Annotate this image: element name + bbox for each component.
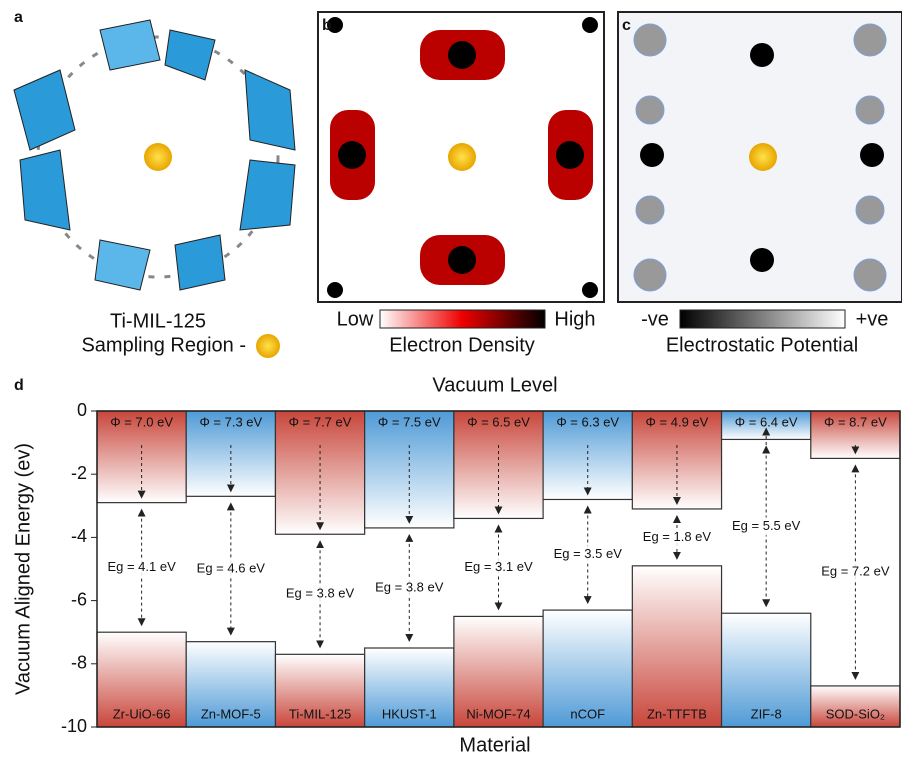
panel-label: c [622, 17, 631, 34]
caption: Ti-MIL-125 [110, 310, 206, 332]
figure: a Ti-MIL-125 Sampling Region - b Low Hig… [0, 0, 902, 759]
work-function-label: Φ = 8.7 eV [824, 414, 887, 429]
band-gap-label: Eg = 3.8 eV [286, 586, 355, 601]
colorbar [380, 310, 545, 328]
work-function-label: Φ = 6.3 eV [556, 414, 619, 429]
colorbar-high: High [554, 308, 595, 330]
x-tick-label: Ti-MIL-125 [289, 706, 351, 721]
valence-band [632, 566, 721, 727]
caption: Electrostatic Potential [666, 334, 858, 356]
conduction-band [275, 411, 364, 534]
colorbar-high: +ve [856, 308, 889, 330]
panel-b-density [318, 12, 604, 302]
panel-label: b [322, 17, 332, 34]
caption: Sampling Region - [81, 334, 246, 356]
band-gap-label: Eg = 1.8 eV [643, 529, 712, 544]
x-tick-label: Zn-TTFTB [647, 706, 707, 721]
band-gap-label: Eg = 5.5 eV [732, 518, 801, 533]
y-axis-label: Vacuum Aligned Energy (ev) [12, 443, 34, 695]
panel-label: d [14, 377, 24, 394]
y-tick-label: -6 [71, 589, 87, 609]
y-tick-label: 0 [77, 400, 87, 420]
y-tick-label: -2 [71, 463, 87, 483]
panel-c-potential [618, 12, 902, 302]
panel-label: a [14, 9, 23, 26]
sampling-icon [256, 334, 280, 358]
x-tick-label: SOD-SiO₂ [826, 706, 885, 721]
work-function-label: Φ = 7.0 eV [110, 414, 173, 429]
band-gap-label: Eg = 7.2 eV [821, 564, 890, 579]
x-axis-label: Material [459, 734, 530, 756]
x-tick-label: ZIF-8 [751, 706, 782, 721]
work-function-label: Φ = 7.3 eV [199, 414, 262, 429]
x-tick-label: nCOF [570, 706, 605, 721]
work-function-label: Φ = 6.4 eV [735, 414, 798, 429]
work-function-label: Φ = 7.7 eV [289, 414, 352, 429]
band-gap-label: Eg = 3.1 eV [464, 559, 533, 574]
y-tick-label: -10 [61, 716, 87, 736]
x-tick-label: HKUST-1 [382, 706, 437, 721]
colorbar-low: -ve [641, 308, 669, 330]
colorbar [680, 310, 845, 328]
work-function-label: Φ = 7.5 eV [378, 414, 441, 429]
x-tick-label: Zr-UiO-66 [113, 706, 171, 721]
caption: Electron Density [389, 334, 535, 356]
band-gap-label: Eg = 4.1 eV [107, 559, 176, 574]
x-tick-label: Zn-MOF-5 [201, 706, 261, 721]
work-function-label: Φ = 6.5 eV [467, 414, 530, 429]
band-gap-label: Eg = 3.8 eV [375, 579, 444, 594]
y-tick-label: -8 [71, 653, 87, 673]
colorbar-low: Low [337, 308, 374, 330]
band-gap-label: Eg = 4.6 eV [197, 560, 266, 575]
chart-title: Vacuum Level [432, 374, 557, 396]
y-tick-label: -4 [71, 526, 87, 546]
band-gap-label: Eg = 3.5 eV [554, 546, 623, 561]
x-tick-label: Ni-MOF-74 [466, 706, 530, 721]
panel-a-structure [14, 20, 295, 290]
work-function-label: Φ = 4.9 eV [646, 414, 709, 429]
